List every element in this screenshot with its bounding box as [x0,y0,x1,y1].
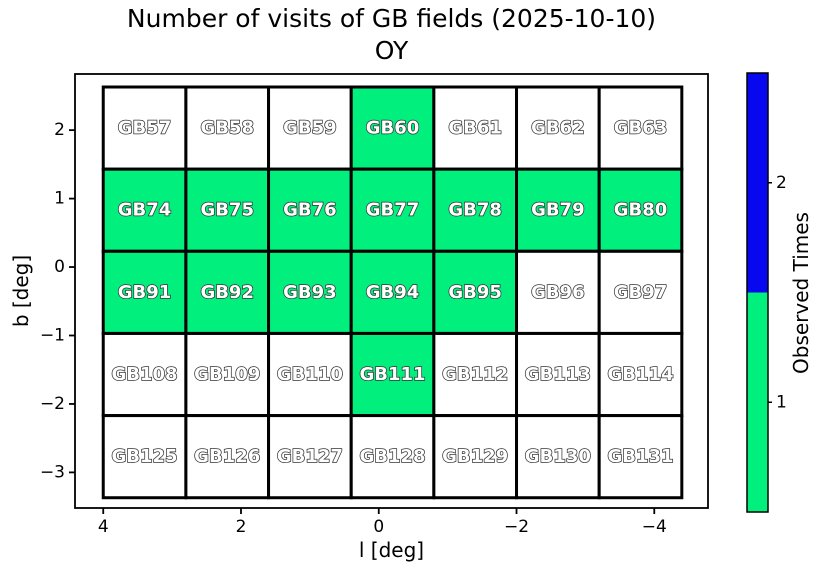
grid-cell-label-GB79: GB79 [531,200,585,221]
x-axis-label: l [deg] [358,538,425,562]
grid-cell-label-GB57: GB57 [118,118,172,139]
grid-cell-GB77 [349,167,436,253]
grid-cell-GB93 [267,249,353,335]
grid-cell-GB131 [597,414,684,500]
grid-cell-label-GB109: GB109 [194,364,260,385]
grid-cell-label-GB94: GB94 [366,282,420,303]
grid-cell-label-GB78: GB78 [448,200,502,221]
grid-cell-GB63 [597,85,684,171]
grid-cell-label-GB59: GB59 [283,118,337,139]
grid-cell-label-GB92: GB92 [200,282,254,303]
grid-cell-label-GB62: GB62 [531,118,585,139]
grid-cell-GB111 [349,331,436,418]
y-tick-label: 0 [54,257,65,277]
grid-cell-GB97 [597,249,684,335]
grid-cell-label-GB91: GB91 [118,282,172,303]
grid-cell-GB94 [349,249,436,335]
grid-cell-label-GB131: GB131 [607,446,673,467]
grid-cell-label-GB128: GB128 [359,446,425,467]
grid-cell-label-GB96: GB96 [531,282,585,303]
grid-cell-GB126 [184,414,271,500]
grid-cell-label-GB126: GB126 [194,446,260,467]
colorbar-tick-label: 2 [776,173,787,193]
grid-cell-GB128 [349,414,436,500]
grid-cell-label-GB61: GB61 [448,118,502,139]
colorbar-outline [746,72,769,513]
grid-cell-GB129 [432,414,519,500]
grid-cell-label-GB110: GB110 [277,364,343,385]
grid-cell-label-GB60: GB60 [366,118,420,139]
grid-cell-GB75 [184,167,271,253]
grid-cell-GB114 [597,331,684,418]
grid-cell-GB130 [515,414,601,500]
grid-cell-label-GB111: GB111 [359,364,425,385]
x-tick-label: −4 [642,517,667,537]
grid-cell-GB79 [515,167,601,253]
axes-frame [74,73,709,509]
grid-cell-label-GB93: GB93 [283,282,337,303]
grid-cell-label-GB129: GB129 [442,446,508,467]
grid-cell-GB112 [432,331,519,418]
grid-cell-label-GB76: GB76 [283,200,337,221]
chart-title: Number of visits of GB fields (2025-10-1… [126,4,657,33]
grid-cell-label-GB125: GB125 [112,446,178,467]
grid-cell-label-GB75: GB75 [200,200,254,221]
grid-cell-label-GB127: GB127 [277,446,343,467]
y-tick-label: 2 [54,120,65,140]
x-tick-label: 2 [236,517,247,537]
grid-cell-GB92 [184,249,271,335]
y-tick-label: −3 [40,462,65,482]
grid-cell-GB108 [101,331,188,418]
colorbar-segment-1 [747,292,768,512]
grid-cell-label-GB80: GB80 [614,200,668,221]
grid-cell-label-GB97: GB97 [614,282,668,303]
grid-cell-label-GB114: GB114 [607,364,673,385]
grid-cell-label-GB108: GB108 [112,364,178,385]
y-tick-label: −1 [40,325,65,345]
y-tick-label: 1 [54,189,65,209]
grid-cell-label-GB58: GB58 [200,118,254,139]
x-tick-label: 4 [98,517,109,537]
grid-cell-label-GB95: GB95 [448,282,502,303]
x-tick-label: −2 [504,517,529,537]
colorbar-tick-label: 1 [776,392,787,412]
grid-cell-label-GB74: GB74 [118,200,172,221]
colorbar-segment-2 [747,73,768,293]
grid-cell-GB80 [597,167,684,253]
grid-cell-label-GB77: GB77 [366,200,420,221]
grid-cell-label-GB113: GB113 [525,364,591,385]
grid-cell-label-GB130: GB130 [525,446,591,467]
y-tick-label: −2 [40,394,65,414]
grid-cell-label-GB112: GB112 [442,364,508,385]
x-tick-label: 0 [373,517,384,537]
chart-subtitle: OY [374,36,409,65]
grid-cell-label-GB63: GB63 [614,118,668,139]
